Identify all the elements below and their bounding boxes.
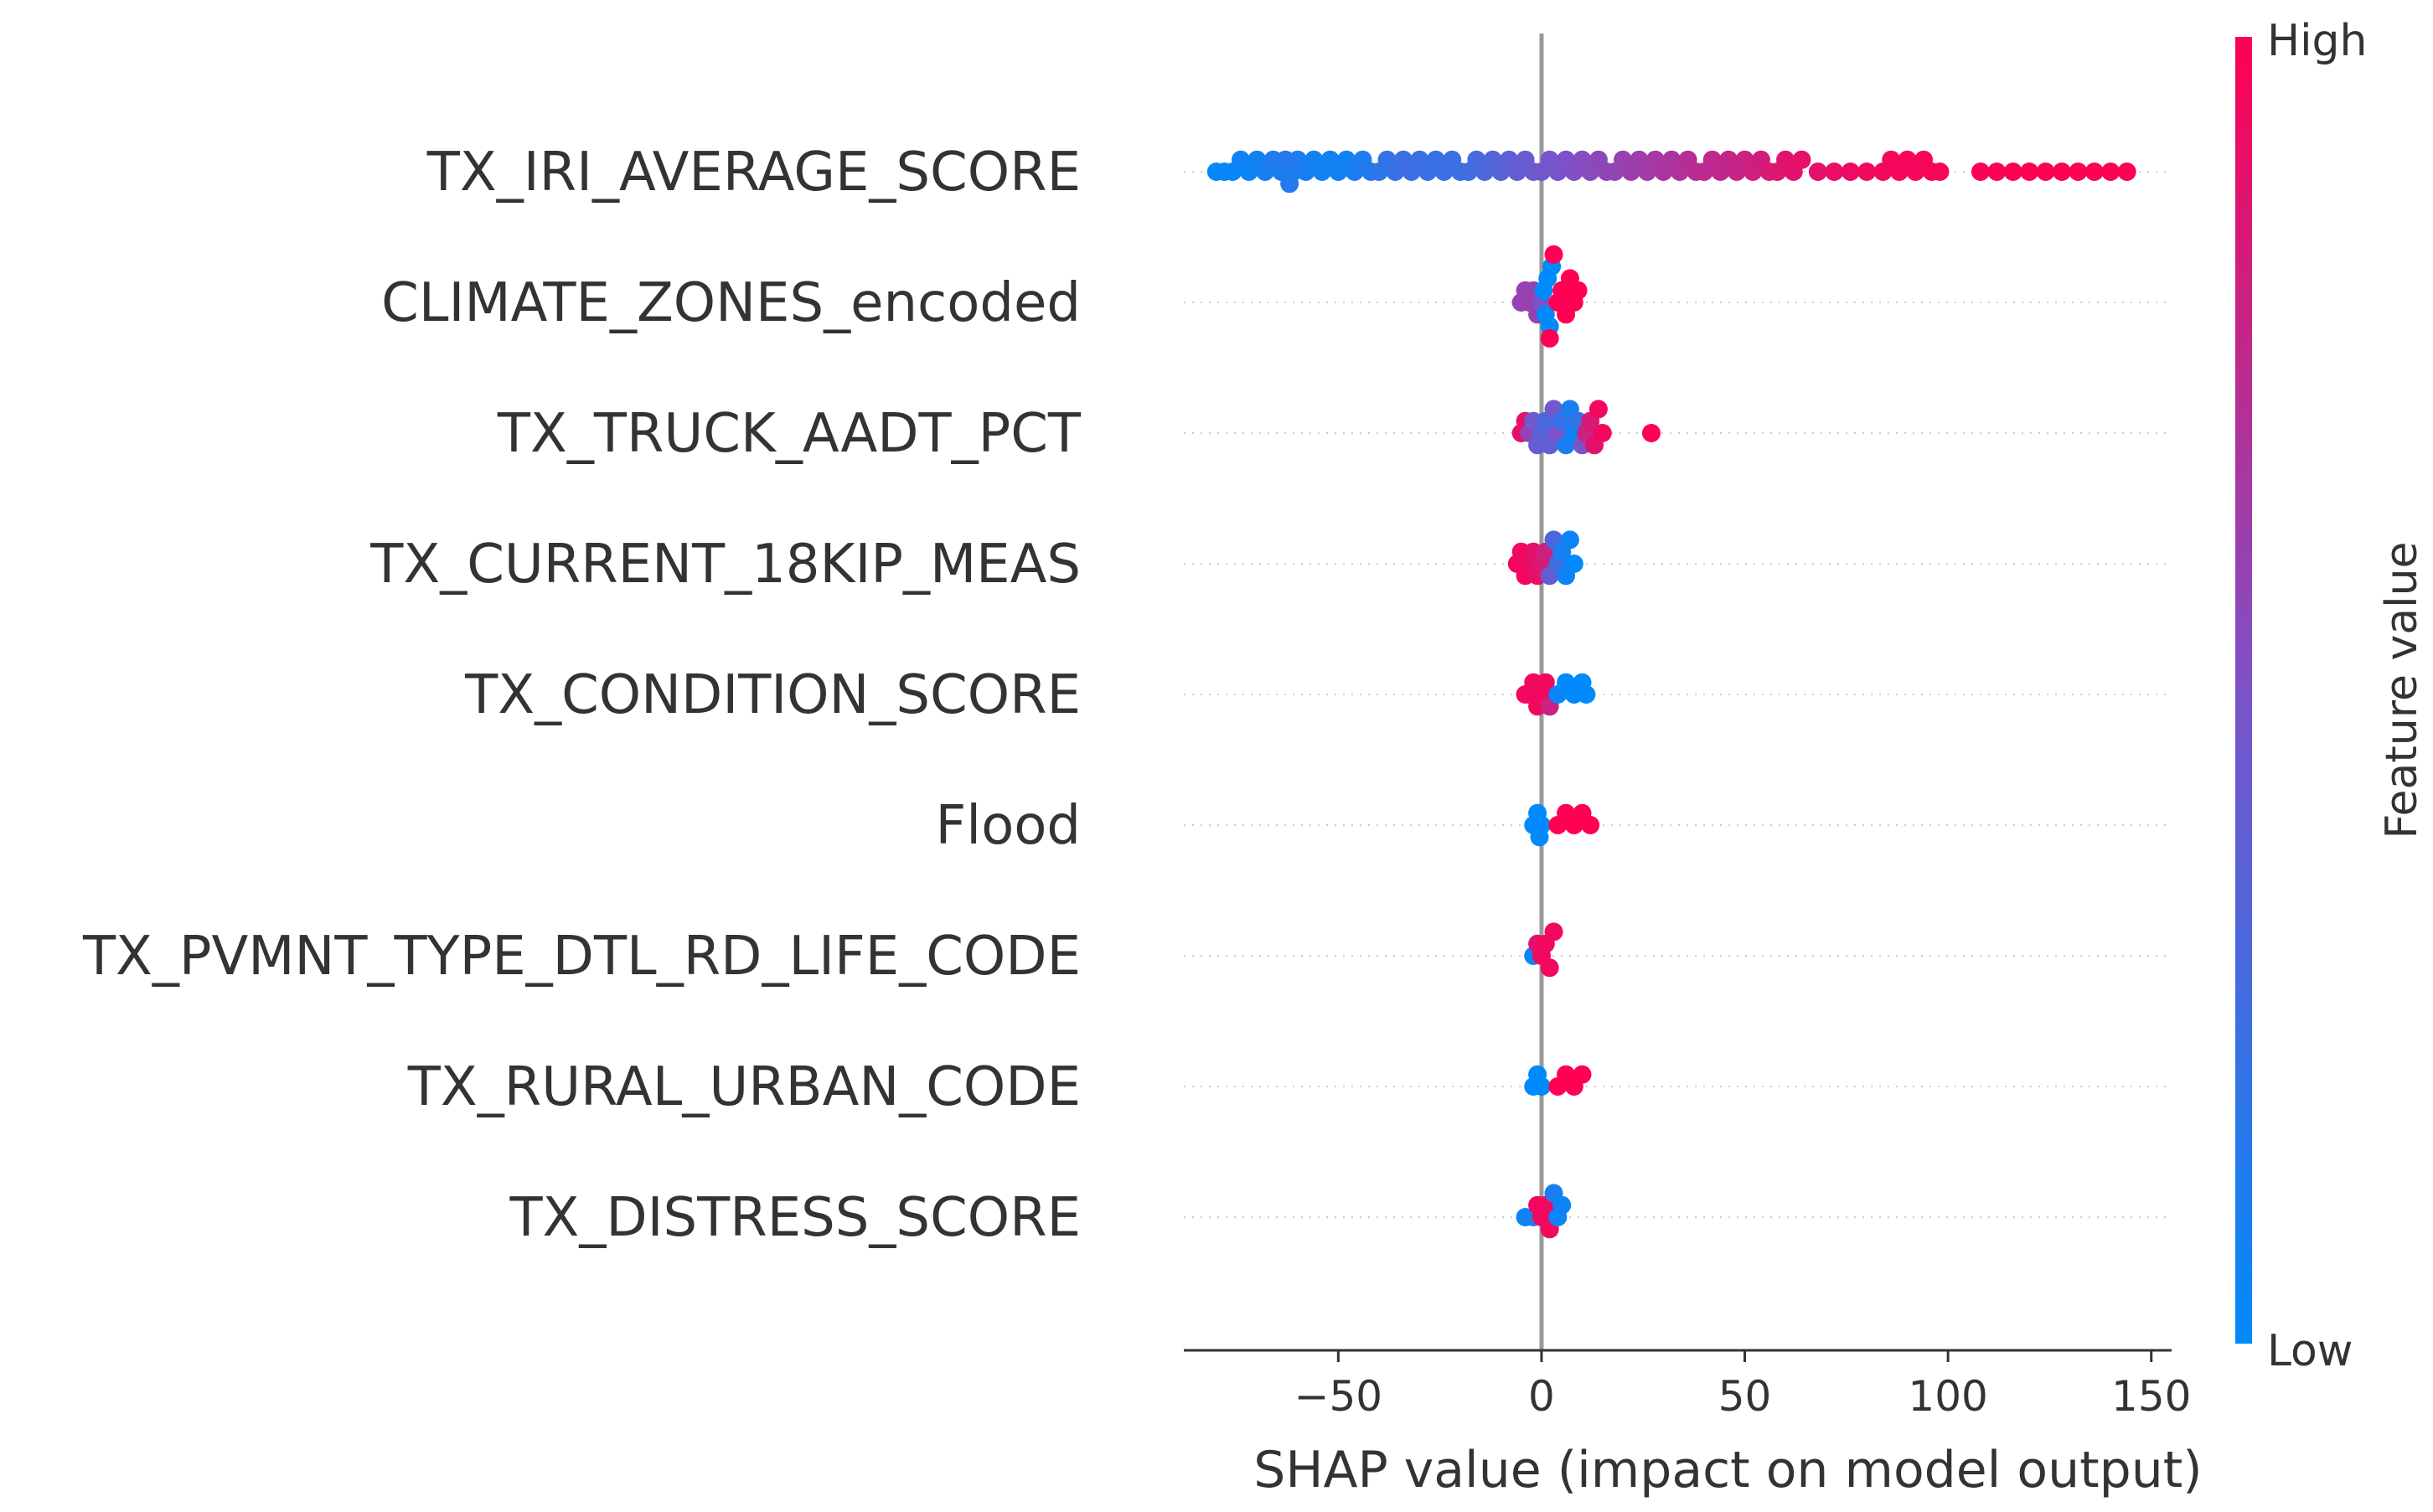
shap-points <box>1206 150 2136 1239</box>
shap-point-1-94 <box>2069 163 2088 181</box>
shap-point-3-22 <box>1641 424 1661 442</box>
shap-point-1-93 <box>2053 163 2071 181</box>
x-axis-title: SHAP value (impact on model output) <box>1253 1441 2202 1499</box>
shap-point-4-14 <box>1560 530 1579 550</box>
shap-point-8-3 <box>1532 1077 1551 1096</box>
shap-point-5-6 <box>1536 673 1555 692</box>
feature-labels: TX_IRI_AVERAGE_SCORE CLIMATE_ZONES_encode… <box>82 142 1082 1249</box>
feature-label-2: CLIMATE_ZONES_encoded <box>381 272 1081 334</box>
shap-point-1-91 <box>2020 163 2039 181</box>
shap-point-1-76 <box>1808 163 1827 181</box>
shap-point-1-87 <box>1930 163 1950 181</box>
shap-point-8-7 <box>1573 1065 1592 1084</box>
shap-point-1-89 <box>1987 163 2007 181</box>
shap-point-5-12 <box>1577 685 1596 704</box>
shap-point-1-79 <box>1857 163 1877 181</box>
colorbar <box>2235 37 2252 1344</box>
shap-point-1-97 <box>2117 163 2136 181</box>
shap-point-4-15 <box>1564 555 1583 573</box>
x-tick-label-4: 100 <box>1908 1372 1987 1421</box>
colorbar-low-label: Low <box>2267 1326 2353 1376</box>
shap-point-1-88 <box>1971 163 1990 181</box>
shap-point-7-5 <box>1540 958 1559 978</box>
shap-point-9-9 <box>1552 1195 1572 1215</box>
shap-point-1-78 <box>1841 163 1860 181</box>
feature-label-4: TX_CURRENT_18KIP_MEAS <box>369 534 1081 596</box>
feature-label-9: TX_DISTRESS_SCORE <box>509 1187 1081 1249</box>
shap-point-3-21 <box>1593 424 1612 442</box>
shap-point-1-92 <box>2036 163 2055 181</box>
colorbar-high-label: High <box>2267 16 2368 66</box>
feature-label-1: TX_IRI_AVERAGE_SCORE <box>426 142 1081 204</box>
feature-label-3: TX_TRUCK_AADT_PCT <box>497 403 1082 465</box>
shap-point-6-9 <box>1581 816 1600 834</box>
shap-point-1-96 <box>2101 163 2120 181</box>
feature-gridlines <box>1184 171 2172 1218</box>
x-tick-label-2: 0 <box>1528 1372 1555 1421</box>
feature-label-7: TX_PVMNT_TYPE_DTL_RD_LIFE_CODE <box>82 926 1081 988</box>
shap-point-1-90 <box>2003 163 2022 181</box>
shap-point-2-19 <box>1568 281 1588 300</box>
shap-point-2-13 <box>1544 245 1563 264</box>
shap-point-1-95 <box>2084 163 2104 181</box>
shap-point-7-6 <box>1544 922 1563 942</box>
x-axis-ticks: −50 0 50 100 150 <box>1294 1350 2191 1421</box>
colorbar-title: Feature value <box>2377 541 2427 839</box>
shap-point-1-77 <box>1825 163 1844 181</box>
x-tick-label-1: −50 <box>1294 1372 1383 1421</box>
feature-label-5: TX_CONDITION_SCORE <box>464 664 1081 726</box>
feature-label-6: Flood <box>935 795 1081 857</box>
feature-label-8: TX_RURAL_URBAN_CODE <box>407 1056 1081 1118</box>
shap-point-3-20 <box>1588 400 1608 419</box>
x-tick-label-3: 50 <box>1718 1372 1772 1421</box>
shap-point-2-12 <box>1540 328 1559 348</box>
shap-point-6-4 <box>1532 816 1551 834</box>
shap-point-1-75 <box>1792 150 1811 169</box>
x-tick-label-5: 150 <box>2111 1372 2191 1421</box>
